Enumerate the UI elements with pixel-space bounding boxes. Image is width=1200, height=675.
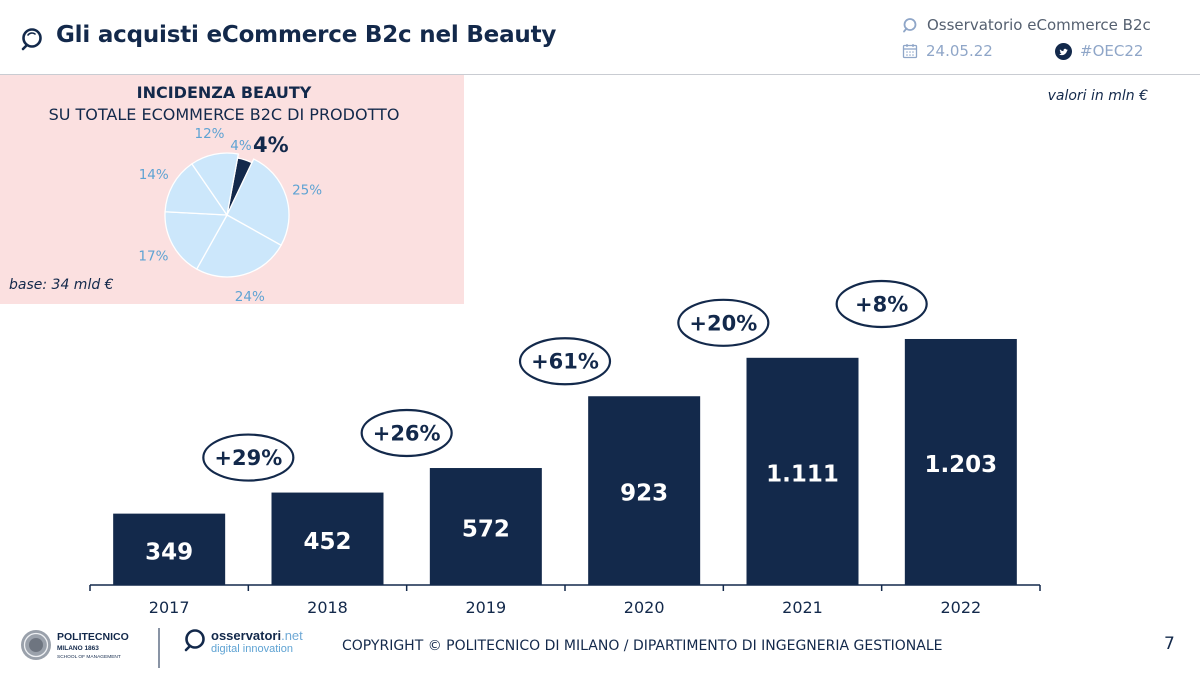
observatory-label: Osservatorio eCommerce B2c [902,15,1151,35]
hashtag-text: #OEC22 [1080,42,1144,60]
growth-bubble [360,408,453,458]
slide-header: Gli acquisti eCommerce B2c nel Beauty Os… [0,0,1200,75]
osservatori-logo: osservatori.net digital innovation [184,628,303,655]
bar-value-label: 452 [303,529,351,555]
bar-2018 [271,492,384,585]
politecnico-name: POLITECNICO [57,631,129,643]
pie-slice-label: 24% [235,289,265,304]
osservatori-wordmark: osservatori.net [211,628,303,643]
x-tick-label: 2020 [624,598,665,617]
beauty-share-panel: INCIDENZA BEAUTY SU TOTALE ECOMMERCE B2C… [0,75,464,304]
date-text: 24.05.22 [926,42,993,60]
pie-highlight-small-label: 4% [230,138,252,154]
pie-slice [164,162,229,216]
twitter-icon [1055,42,1072,60]
growth-label: +8% [855,292,908,316]
growth-bubble [518,337,612,386]
panel-title-line2: SU TOTALE ECOMMERCE B2C DI PRODOTTO [48,105,400,124]
growth-label: +61% [531,350,599,374]
event-date: 24.05.22 [902,41,993,61]
politecnico-logo: POLITECNICO MILANO 1863 SCHOOL OF MANAGE… [21,628,160,668]
observatory-icon [903,18,917,33]
beauty-share-pie-chart: 25% 24% 17% 14% 12% 4% 4% [138,126,322,304]
growth-label: +20% [689,311,757,335]
bar-value-label: 572 [462,517,510,543]
x-tick-label: 2017 [149,598,190,617]
x-tick-label: 2019 [465,598,506,617]
hashtag: #OEC22 [1055,41,1143,61]
magnifier-logo-icon [21,28,42,51]
bar-value-label: 349 [145,539,193,565]
panel-title-line1: INCIDENZA BEAUTY [136,83,312,102]
bar-value-label: 1.203 [924,452,997,478]
observatory-name: Osservatorio eCommerce B2c [927,16,1151,34]
growth-label: +26% [373,422,441,446]
growth-bubble [835,279,928,329]
politecnico-school: SCHOOL OF MANAGEMENT [57,654,121,660]
unit-note: valori in mln € [1047,88,1148,104]
pie-slice-label: 12% [194,126,224,142]
bar-2021 [746,357,859,585]
bar-value-label: 1.111 [766,461,839,487]
pie-slice-label: 14% [139,167,169,183]
pie-slice [195,214,282,278]
x-tick-label: 2018 [307,598,348,617]
pie-slice [164,211,229,270]
bar-2019 [429,468,542,585]
copyright-notice: COPYRIGHT © POLITECNICO DI MILANO / DIPA… [342,638,943,654]
slide-title: Gli acquisti eCommerce B2c nel Beauty [56,22,557,48]
page-number: 7 [1164,634,1175,654]
growth-bubble [677,298,770,347]
base-note: base: 34 mld € [9,277,114,293]
bar-value-label: 923 [620,481,668,507]
x-tick-label: 2022 [940,598,981,617]
x-tick-label: 2021 [782,598,823,617]
calendar-icon [902,44,918,59]
pie-slice-label: 17% [138,249,168,265]
pie-slice [226,158,290,247]
pie-highlight-callout: 4% [253,133,289,157]
growth-bubble [202,433,295,482]
bar-2020 [588,396,701,585]
growth-label: +29% [214,446,282,470]
pie-slice-label: 25% [292,183,322,199]
bar-2017 [113,513,226,585]
osservatori-tagline: digital innovation [211,643,293,655]
politecnico-city: MILANO 1863 [57,645,99,652]
pie-slice [190,152,240,217]
bar-2022 [904,338,1017,585]
